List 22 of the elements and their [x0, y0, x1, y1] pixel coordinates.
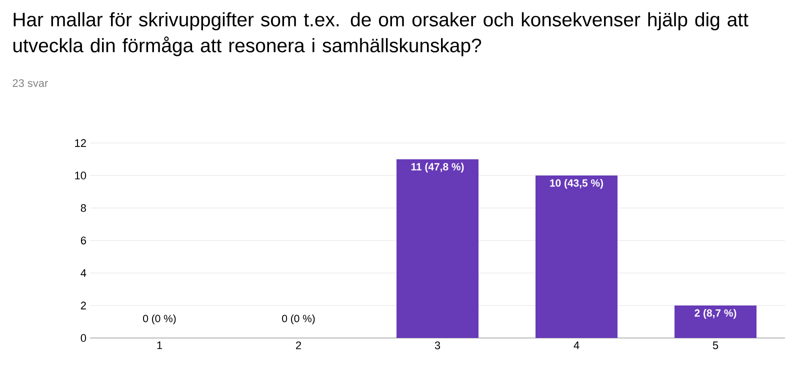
bar — [396, 159, 479, 338]
data-label: 0 (0 %) — [143, 314, 176, 324]
data-label: 0 (0 %) — [282, 314, 315, 324]
bar — [674, 306, 757, 338]
y-tick-label: 0 — [80, 334, 86, 342]
bar — [536, 175, 618, 338]
chart-title: Har mallar för skrivuppgifter som t.ex. de om orsaker och konsekvenser hjälp dig att utveckla din förmåga att resonera i samhällskunskap? — [13, 12, 748, 56]
data-label: 10 (43,5 %) — [550, 179, 603, 189]
data-label: 2 (8,7 %) — [694, 309, 736, 319]
x-tick-label: 2 — [296, 342, 302, 350]
y-tick-label: 12 — [75, 139, 86, 147]
x-tick-label: 3 — [434, 342, 440, 350]
y-tick-label: 4 — [80, 269, 86, 277]
x-tick-label: 1 — [157, 342, 162, 350]
y-tick-label: 6 — [80, 236, 86, 244]
x-tick-label: 4 — [574, 342, 580, 350]
x-tick-label: 5 — [712, 342, 718, 350]
y-tick-label: 8 — [80, 204, 86, 212]
chart-subtitle: 23 svar — [12, 79, 48, 87]
y-tick-label: 2 — [80, 302, 86, 310]
data-label: 11 (47,8 %) — [411, 162, 464, 173]
y-tick-label: 10 — [75, 172, 86, 180]
